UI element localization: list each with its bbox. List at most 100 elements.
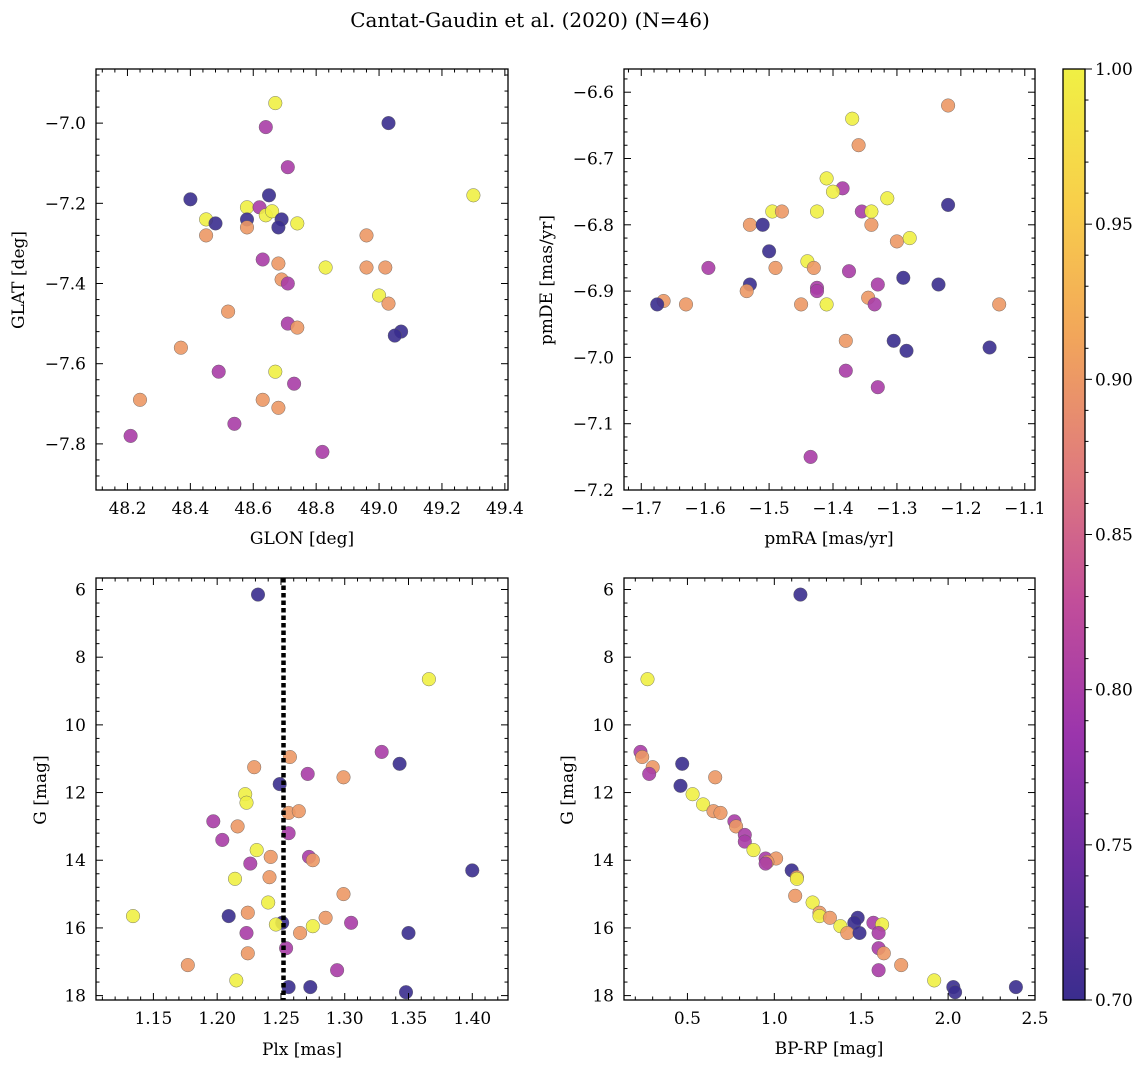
panel-pm-point-15 [864, 217, 879, 232]
panel-cmd-frame [623, 577, 1036, 1001]
panel-plx-xtick-label: 1.20 [198, 1009, 236, 1029]
panel-pos-point-39 [255, 392, 270, 407]
panel-proper-motion-axes: −1.7 −1.6 −1.5 −1.4 −1.3 −1.2 −1.1 −6.6 −6.7 −6.8… [573, 68, 1045, 519]
panel-pm-point-5 [826, 184, 841, 199]
panel-pos-xtick-label: 48.4 [171, 499, 209, 519]
panel-pm-point-36 [819, 297, 834, 312]
panel-pos-point-41 [227, 416, 242, 431]
panel-pos-xtick-label: 49.2 [423, 499, 461, 519]
panel-cmd-ytick-label: 14 [592, 851, 614, 871]
panel-plx-xtick-label: 1.25 [262, 1009, 300, 1029]
panel-cmd-point-4 [675, 756, 690, 771]
panel-cmd-point-24 [789, 871, 804, 886]
panel-cmd-xtick-label: 1.5 [848, 1009, 875, 1029]
panel-cmd-point-44 [1008, 980, 1023, 995]
panel-cmd-point-25 [788, 888, 803, 903]
panel-plx-point-14 [230, 819, 245, 834]
panel-pos-point-18 [199, 228, 214, 243]
colorbar: 0.70 0.75 0.80 0.85 0.90 0.95 1.00 [1062, 60, 1133, 1011]
panel-cmd-point-0 [793, 587, 808, 602]
panel-plx-point-33 [268, 917, 283, 932]
panel-plx-point-24 [227, 871, 242, 886]
panel-pos-ytick-label: −7.0 [45, 114, 86, 134]
panel-plx-ytick-label: 6 [75, 581, 86, 601]
panel-plx-point-10 [239, 795, 254, 810]
panel-pos-point-37 [287, 376, 302, 391]
panel-pos-point-31 [290, 320, 305, 335]
panel-plx-point-31 [344, 915, 359, 930]
panel-cmd-axes: 0.5 1.0 1.5 2.0 2.5 6 8 10 12 14 16 18 [592, 577, 1049, 1029]
panel-cmd-xtick-label: 0.5 [674, 1009, 701, 1029]
panel-plx-xtick-label: 1.30 [326, 1009, 364, 1029]
panel-plx-point-16 [215, 832, 230, 847]
panel-pm-point-2 [851, 138, 866, 153]
panel-pos-ytick-label: −7.4 [45, 275, 86, 295]
panel-plx-ytick-label: 18 [64, 987, 86, 1007]
panel-pos-xtick-label: 48.6 [234, 499, 272, 519]
colorbar-tick-label: 0.70 [1095, 991, 1133, 1011]
panel-position: 48.2 48.4 48.6 48.8 49.0 49.2 49.4 −7.0 −7.2 −7.4… [9, 68, 524, 549]
panel-pm-point-6 [880, 191, 895, 206]
panel-pm-point-22 [806, 260, 821, 275]
panel-pos-point-33 [387, 328, 402, 343]
panel-plx-point-4 [392, 756, 407, 771]
panel-parallax-ylabel: G [mag] [31, 755, 51, 824]
panel-pm-xtick-label: −1.4 [812, 499, 853, 519]
panel-cmd-point-39 [876, 946, 891, 961]
panel-pos-point-34 [173, 340, 188, 355]
panel-cmd-point-12 [713, 805, 728, 820]
panel-pos-point-29 [221, 304, 236, 319]
panel-pos-ytick-label: −7.6 [45, 355, 86, 375]
colorbar-tick-label: 0.90 [1095, 370, 1133, 390]
panel-cmd-ytick-label: 10 [592, 716, 614, 736]
panel-plx-point-3 [282, 750, 297, 765]
panel-cmd-point-45 [948, 985, 963, 1000]
panel-plx-point-12 [291, 804, 306, 819]
panel-plx-point-5 [247, 760, 262, 775]
panel-pm-ytick-label: −6.7 [573, 150, 614, 170]
panel-plx-point-0 [250, 587, 265, 602]
panel-pos-point-35 [211, 364, 226, 379]
panel-plx-point-18 [263, 849, 278, 864]
panel-pm-point-27 [870, 277, 885, 292]
panel-cmd-xtick-label: 2.5 [1021, 1009, 1048, 1029]
panel-plx-point-20 [305, 853, 320, 868]
panel-plx-xtick-label: 1.15 [134, 1009, 172, 1029]
panel-position-points [123, 96, 481, 459]
panel-pos-point-24 [318, 260, 333, 275]
panel-pm-point-37 [867, 297, 882, 312]
panel-pm-point-21 [768, 260, 783, 275]
panel-plx-point-25 [336, 887, 351, 902]
panel-pos-point-21 [271, 256, 286, 271]
panel-cmd-ytick-label: 16 [592, 919, 614, 939]
panel-plx-ytick-label: 14 [64, 851, 86, 871]
panel-pos-point-3 [280, 160, 295, 175]
panel-pm-point-1 [845, 111, 860, 126]
figure-title: Cantat-Gaudin et al. (2020) (N=46) [350, 8, 710, 32]
panel-pm-frame [623, 68, 1036, 491]
panel-pos-point-23 [378, 260, 393, 275]
panel-pm-xtick-label: −1.3 [876, 499, 917, 519]
panel-pm-point-3 [819, 171, 834, 186]
panel-pm-point-44 [870, 380, 885, 395]
panel-plx-point-1 [421, 672, 436, 687]
panel-pos-point-13 [265, 204, 280, 219]
panel-pm-ytick-label: −7.0 [573, 348, 614, 368]
panel-plx-point-27 [240, 905, 255, 920]
panel-cmd-point-26 [805, 895, 820, 910]
panel-pm-point-20 [701, 260, 716, 275]
panel-pm-point-29 [739, 284, 754, 299]
panel-pm-point-42 [982, 340, 997, 355]
panel-cmd-ytick-label: 12 [592, 784, 614, 804]
panel-cmd-ytick-label: 6 [603, 581, 614, 601]
panel-proper-motion-xlabel: pmRA [mas/yr] [764, 529, 893, 549]
panel-proper-motion-ylabel: pmDE [mas/yr] [537, 215, 557, 345]
panel-parallax-axes: 1.15 1.20 1.25 1.30 1.35 1.40 6 8 10 12 14 16 18 [64, 577, 509, 1029]
panel-plx-point-23 [262, 870, 277, 885]
panel-cmd-xtick-label: 2.0 [935, 1009, 962, 1029]
panel-cmd-point-36 [840, 926, 855, 941]
panel-pm-point-38 [992, 297, 1007, 312]
panel-position-axes: 48.2 48.4 48.6 48.8 49.0 49.2 49.4 −7.0 −7.2 −7.4… [45, 68, 524, 519]
panel-cmd-point-41 [871, 963, 886, 978]
